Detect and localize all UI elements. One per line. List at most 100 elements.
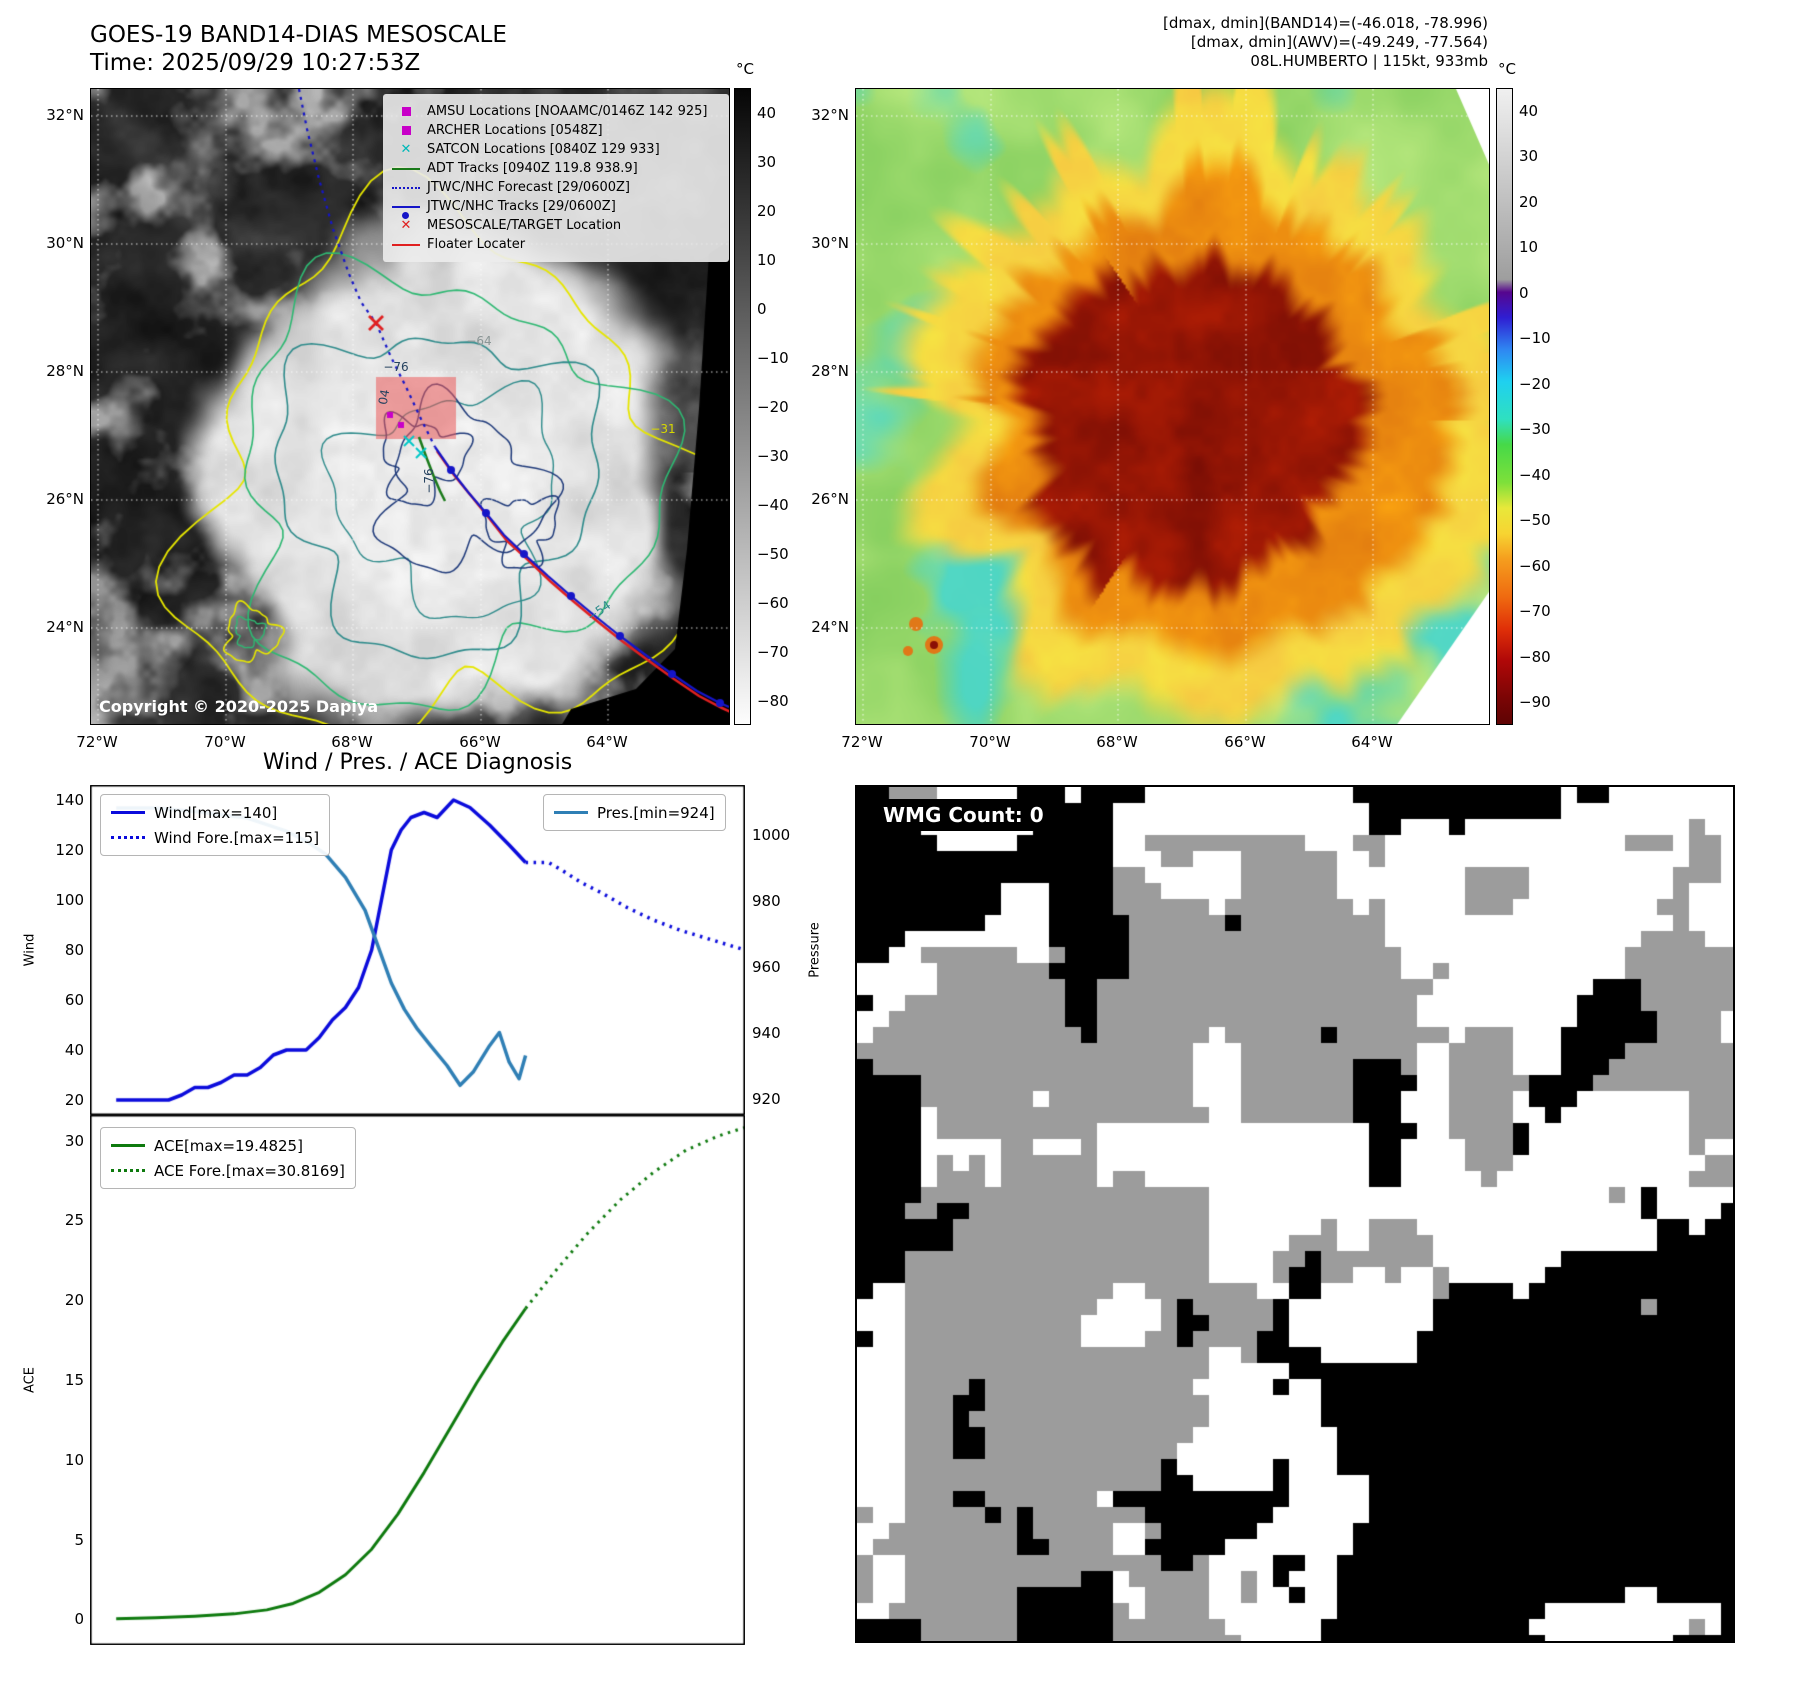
legend-item-label: AMSU Locations [NOAAMC/0146Z 142 925] — [427, 104, 708, 119]
pressure-y-tick-label: 960 — [752, 957, 781, 976]
chart-legend-item: Wind[max=140] — [111, 800, 319, 825]
map1-x-tick-label: 72°W — [76, 733, 118, 751]
legend-item: Floater Locater — [391, 235, 721, 254]
pressure-y-tick-label: 1000 — [752, 825, 791, 844]
chart-legend-label: Wind Fore.[max=115] — [154, 828, 320, 847]
awv-colorbar-tick-label: −70 — [1519, 602, 1551, 621]
ace-y-tick-label: 5 — [74, 1530, 84, 1549]
legend-item-label: MESOSCALE/TARGET Location — [427, 218, 622, 233]
panel2-header: [dmax, dmin](BAND14)=(-46.018, -78.996) … — [1163, 14, 1488, 71]
ace-y-tick-label: 0 — [74, 1610, 84, 1629]
x-marker-icon: ✕ — [400, 218, 412, 233]
dmax-dmin-band14-text: [dmax, dmin](BAND14)=(-46.018, -78.996) — [1163, 14, 1488, 32]
satellite-legend: AMSU Locations [NOAAMC/0146Z 142 925] ARC… — [383, 94, 729, 262]
band14-colorbar-tick-label: −30 — [757, 446, 789, 465]
contour-label: −31 — [650, 422, 676, 436]
ace-y-tick-label: 15 — [64, 1371, 84, 1389]
band14-colorbar-tick-label: −60 — [757, 593, 789, 612]
contour-label: −76 — [383, 360, 409, 374]
map2-x-tick-label: 68°W — [1096, 733, 1138, 751]
map2-y-tick-label: 30°N — [811, 234, 849, 252]
band14-colorbar-tick-label: −80 — [757, 691, 789, 710]
panel1-timestamp: Time: 2025/09/29 10:27:53Z — [90, 50, 421, 76]
legend-item: AMSU Locations [NOAAMC/0146Z 142 925] — [391, 102, 721, 121]
wind-y-tick-label: 20 — [64, 1091, 84, 1109]
legend-item: ADT Tracks [0940Z 119.8 938.9] — [391, 159, 721, 178]
pressure-y-tick-label: 980 — [752, 891, 781, 910]
wmg-map: WMG Count: 0 — [855, 785, 1735, 1643]
legend-item-label: Floater Locater — [427, 237, 526, 252]
diagnosis-title: Wind / Pres. / ACE Diagnosis — [262, 750, 573, 775]
ace-axis-label: ACE — [22, 1367, 38, 1393]
awv-colorbar-unit: °C — [1498, 60, 1516, 78]
map2-y-tick-label: 32°N — [811, 106, 849, 124]
awv-satellite-canvas — [856, 89, 1489, 724]
wind-y-tick-label: 140 — [55, 791, 84, 809]
legend-line-sample-icon — [111, 811, 145, 814]
awv-colorbar-tick-label: 30 — [1519, 147, 1539, 166]
awv-colorbar-tick-label: −10 — [1519, 329, 1551, 348]
legend-item-label: JTWC/NHC Forecast [29/0600Z] — [427, 180, 630, 195]
wmg-canvas — [857, 787, 1733, 1641]
chart-legend-label: ACE[max=19.4825] — [154, 1136, 303, 1155]
band14-colorbar-unit: °C — [736, 60, 754, 78]
wind-y-tick-label: 60 — [64, 991, 84, 1009]
line-dot-marker-icon — [391, 205, 421, 219]
pressure-legend: Pres.[min=924] — [543, 794, 726, 831]
chart-legend-item: Wind Fore.[max=115] — [111, 825, 319, 850]
map1-y-tick-label: 26°N — [46, 490, 84, 508]
awv-colorbar — [1496, 88, 1513, 725]
band14-colorbar-tick-label: 40 — [757, 103, 777, 122]
legend-item-label: ADT Tracks [0940Z 119.8 938.9] — [427, 161, 638, 176]
chart-legend-item: ACE Fore.[max=30.8169] — [111, 1158, 345, 1183]
ace-y-tick-label: 10 — [64, 1450, 84, 1469]
pressure-axis-label: Pressure — [807, 922, 823, 978]
awv-colorbar-tick-label: 20 — [1519, 192, 1539, 211]
ace-y-tick-label: 30 — [64, 1131, 84, 1150]
diagnosis-charts-canvas — [90, 785, 745, 1645]
band14-colorbar-tick-label: 30 — [757, 152, 777, 171]
map2-y-tick-label: 26°N — [811, 490, 849, 508]
legend-item: ✕ SATCON Locations [0840Z 129 933] — [391, 140, 721, 159]
map2-y-tick-label: 24°N — [811, 618, 849, 636]
chart-legend-item: Pres.[min=924] — [554, 800, 715, 825]
band14-colorbar-tick-label: −50 — [757, 544, 789, 563]
contour-label: −76 — [422, 468, 436, 494]
band14-colorbar — [734, 88, 751, 725]
legend-line-sample-icon — [111, 836, 145, 839]
chart-legend-item: ACE[max=19.4825] — [111, 1133, 345, 1158]
awv-colorbar-tick-label: −80 — [1519, 647, 1551, 666]
pressure-y-tick-label: 940 — [752, 1023, 781, 1042]
awv-colorbar-tick-label: 10 — [1519, 238, 1539, 257]
map1-x-tick-label: 64°W — [586, 733, 628, 751]
contour-label: −64 — [466, 334, 492, 348]
awv-colorbar-tick-label: −30 — [1519, 420, 1551, 439]
legend-item-label: SATCON Locations [0840Z 129 933] — [427, 142, 660, 157]
legend-item: ARCHER Locations [0548Z] — [391, 121, 721, 140]
legend-line-sample-icon — [111, 1144, 145, 1147]
legend-item: ✕ MESOSCALE/TARGET Location — [391, 216, 721, 235]
map1-y-tick-label: 24°N — [46, 618, 84, 636]
dmax-dmin-awv-text: [dmax, dmin](AWV)=(-49.249, -77.564) — [1190, 33, 1488, 51]
band14-map: −64 −76 −76 04 −31 −54 AMSU Locations [NOAAMC… — [90, 88, 730, 725]
copyright-text: Copyright © 2020-2025 Dapiya — [99, 697, 379, 716]
legend-item: JTWC/NHC Tracks [29/0600Z] — [391, 197, 721, 219]
awv-colorbar-tick-label: −40 — [1519, 465, 1551, 484]
chart-legend-label: ACE Fore.[max=30.8169] — [154, 1161, 345, 1180]
ace-y-tick-label: 20 — [64, 1291, 84, 1310]
wind-y-tick-label: 40 — [64, 1041, 84, 1059]
wmg-count-label: WMG Count: 0 — [871, 799, 1056, 831]
legend-line-sample-icon — [111, 1169, 145, 1172]
map2-y-tick-label: 28°N — [811, 362, 849, 380]
map2-x-tick-label: 72°W — [841, 733, 883, 751]
map2-x-tick-label: 70°W — [969, 733, 1011, 751]
awv-colorbar-tick-label: 0 — [1519, 283, 1529, 302]
map1-x-tick-label: 68°W — [331, 733, 373, 751]
panel1-title: GOES-19 BAND14-DIAS MESOSCALE — [90, 22, 507, 48]
map1-x-tick-label: 70°W — [204, 733, 246, 751]
map1-y-tick-label: 30°N — [46, 234, 84, 252]
ace-y-tick-label: 25 — [64, 1211, 84, 1230]
band14-colorbar-tick-label: −20 — [757, 397, 789, 416]
square-marker-icon — [391, 126, 421, 135]
